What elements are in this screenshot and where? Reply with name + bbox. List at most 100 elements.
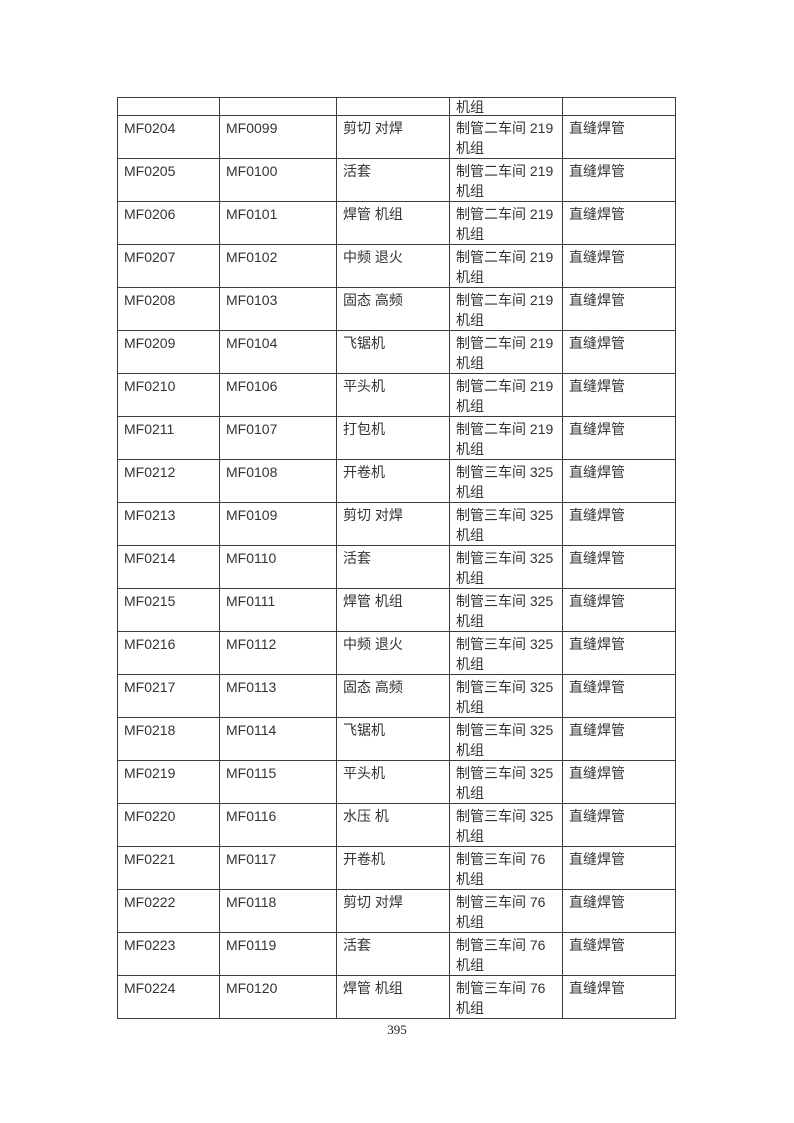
table-row: MF0207 MF0102 中频 退火 制管二车间 219 机组 直缝焊管 bbox=[117, 244, 676, 288]
workshop-unit-line2: 机组 bbox=[456, 871, 484, 887]
workshop-unit-line2: 机组 bbox=[456, 742, 484, 758]
table-row: MF0210 MF0106 平头机 制管二车间 219 机组 直缝焊管 bbox=[117, 373, 676, 417]
table-row: MF0224 MF0120 焊管 机组 制管三车间 76 机组 直缝焊管 bbox=[117, 975, 676, 1019]
product-type-cell: 直缝焊管 bbox=[562, 846, 676, 890]
workshop-unit-line1: 制管二车间 219 bbox=[456, 421, 554, 437]
asset-code-cell: MF0211 bbox=[117, 416, 220, 460]
asset-code-cell: MF0214 bbox=[117, 545, 220, 589]
product-type-cell: 直缝焊管 bbox=[562, 545, 676, 589]
workshop-unit-line1: 制管三车间 325 bbox=[456, 765, 554, 781]
asset-code-cell: MF0220 bbox=[117, 803, 220, 847]
table-row: MF0214 MF0110 活套 制管三车间 325 机组 直缝焊管 bbox=[117, 545, 676, 589]
equipment-name-cell: 开卷机 bbox=[336, 459, 450, 503]
equipment-name-cell: 中频 退火 bbox=[336, 631, 450, 675]
table-row-carryover: 机组 bbox=[117, 97, 676, 116]
workshop-unit-line1: 制管三车间 325 bbox=[456, 679, 554, 695]
equipment-code-cell: MF0108 bbox=[219, 459, 337, 503]
product-type-cell: 直缝焊管 bbox=[562, 717, 676, 761]
workshop-unit-cell: 制管三车间 325 机组 bbox=[449, 545, 563, 589]
product-type-cell: 直缝焊管 bbox=[562, 459, 676, 503]
equipment-code-cell: MF0110 bbox=[219, 545, 337, 589]
asset-code-cell: MF0223 bbox=[117, 932, 220, 976]
workshop-unit-line1: 制管三车间 325 bbox=[456, 593, 554, 609]
asset-code-cell: MF0205 bbox=[117, 158, 220, 202]
workshop-unit-line1: 制管三车间 325 bbox=[456, 722, 554, 738]
product-type-cell: 直缝焊管 bbox=[562, 932, 676, 976]
equipment-code-cell: MF0113 bbox=[219, 674, 337, 718]
equipment-name-cell: 固态 高频 bbox=[336, 287, 450, 331]
product-type-cell: 直缝焊管 bbox=[562, 373, 676, 417]
product-type-cell: 直缝焊管 bbox=[562, 287, 676, 331]
equipment-name-cell: 剪切 对焊 bbox=[336, 502, 450, 546]
workshop-unit-line1: 制管三车间 76 bbox=[456, 894, 546, 910]
table-row: MF0212 MF0108 开卷机 制管三车间 325 机组 直缝焊管 bbox=[117, 459, 676, 503]
equipment-code-cell: MF0100 bbox=[219, 158, 337, 202]
workshop-unit-line2: 机组 bbox=[456, 183, 484, 199]
equipment-code-cell: MF0101 bbox=[219, 201, 337, 245]
workshop-unit-line1: 制管三车间 325 bbox=[456, 464, 554, 480]
product-type-cell: 直缝焊管 bbox=[562, 201, 676, 245]
equipment-name-cell: 固态 高频 bbox=[336, 674, 450, 718]
table-row: MF0219 MF0115 平头机 制管三车间 325 机组 直缝焊管 bbox=[117, 760, 676, 804]
product-type-cell: 直缝焊管 bbox=[562, 631, 676, 675]
equipment-code-cell: MF0120 bbox=[219, 975, 337, 1019]
table-row: MF0205 MF0100 活套 制管二车间 219 机组 直缝焊管 bbox=[117, 158, 676, 202]
product-type-cell: 直缝焊管 bbox=[562, 588, 676, 632]
table-row: MF0221 MF0117 开卷机 制管三车间 76 机组 直缝焊管 bbox=[117, 846, 676, 890]
equipment-code-cell: MF0102 bbox=[219, 244, 337, 288]
equipment-code-cell: MF0107 bbox=[219, 416, 337, 460]
equipment-name-cell: 焊管 机组 bbox=[336, 588, 450, 632]
equipment-code-cell: MF0106 bbox=[219, 373, 337, 417]
workshop-unit-line2: 机组 bbox=[456, 957, 484, 973]
workshop-unit-cell: 制管三车间 76 机组 bbox=[449, 889, 563, 933]
equipment-code-cell: MF0109 bbox=[219, 502, 337, 546]
empty-cell bbox=[336, 97, 450, 116]
workshop-unit-cell: 制管三车间 325 机组 bbox=[449, 588, 563, 632]
equipment-name-cell: 平头机 bbox=[336, 373, 450, 417]
equipment-name-cell: 飞锯机 bbox=[336, 717, 450, 761]
workshop-unit-cell: 制管二车间 219 机组 bbox=[449, 115, 563, 159]
workshop-unit-line2: 机组 bbox=[456, 527, 484, 543]
workshop-unit-line1: 制管二车间 219 bbox=[456, 206, 554, 222]
table-row: MF0215 MF0111 焊管 机组 制管三车间 325 机组 直缝焊管 bbox=[117, 588, 676, 632]
workshop-unit-cell: 制管三车间 325 机组 bbox=[449, 760, 563, 804]
workshop-unit-cell: 制管三车间 325 机组 bbox=[449, 631, 563, 675]
equipment-table: 机组 MF0204 MF0099 剪切 对焊 制管二车间 219 机组 直缝焊管… bbox=[117, 97, 676, 1019]
workshop-unit-line2: 机组 bbox=[456, 269, 484, 285]
asset-code-cell: MF0215 bbox=[117, 588, 220, 632]
workshop-unit-cell: 制管三车间 325 机组 bbox=[449, 459, 563, 503]
equipment-name-cell: 活套 bbox=[336, 932, 450, 976]
workshop-unit-cell: 制管二车间 219 机组 bbox=[449, 287, 563, 331]
workshop-unit-line2: 机组 bbox=[456, 699, 484, 715]
table-row: MF0209 MF0104 飞锯机 制管二车间 219 机组 直缝焊管 bbox=[117, 330, 676, 374]
table-row: MF0211 MF0107 打包机 制管二车间 219 机组 直缝焊管 bbox=[117, 416, 676, 460]
workshop-unit-cell: 制管二车间 219 机组 bbox=[449, 158, 563, 202]
workshop-unit-line2: 机组 bbox=[456, 613, 484, 629]
table-row: MF0206 MF0101 焊管 机组 制管二车间 219 机组 直缝焊管 bbox=[117, 201, 676, 245]
asset-code-cell: MF0217 bbox=[117, 674, 220, 718]
workshop-unit-cell: 制管三车间 325 机组 bbox=[449, 803, 563, 847]
equipment-code-cell: MF0115 bbox=[219, 760, 337, 804]
asset-code-cell: MF0210 bbox=[117, 373, 220, 417]
table-row: MF0208 MF0103 固态 高频 制管二车间 219 机组 直缝焊管 bbox=[117, 287, 676, 331]
equipment-name-cell: 飞锯机 bbox=[336, 330, 450, 374]
workshop-unit-line2: 机组 bbox=[456, 828, 484, 844]
equipment-code-cell: MF0099 bbox=[219, 115, 337, 159]
workshop-unit-line1: 制管三车间 325 bbox=[456, 550, 554, 566]
workshop-unit-cell: 制管二车间 219 机组 bbox=[449, 416, 563, 460]
asset-code-cell: MF0216 bbox=[117, 631, 220, 675]
equipment-code-cell: MF0111 bbox=[219, 588, 337, 632]
equipment-name-cell: 剪切 对焊 bbox=[336, 115, 450, 159]
workshop-unit-cell: 制管二车间 219 机组 bbox=[449, 373, 563, 417]
workshop-unit-line2: 机组 bbox=[456, 355, 484, 371]
workshop-unit-cell: 制管三车间 325 机组 bbox=[449, 717, 563, 761]
product-type-cell: 直缝焊管 bbox=[562, 803, 676, 847]
workshop-unit-continuation: 机组 bbox=[449, 97, 563, 116]
asset-code-cell: MF0209 bbox=[117, 330, 220, 374]
workshop-unit-line1: 制管二车间 219 bbox=[456, 335, 554, 351]
table-row: MF0213 MF0109 剪切 对焊 制管三车间 325 机组 直缝焊管 bbox=[117, 502, 676, 546]
workshop-unit-cell: 制管三车间 76 机组 bbox=[449, 975, 563, 1019]
asset-code-cell: MF0212 bbox=[117, 459, 220, 503]
table-row: MF0217 MF0113 固态 高频 制管三车间 325 机组 直缝焊管 bbox=[117, 674, 676, 718]
equipment-code-cell: MF0117 bbox=[219, 846, 337, 890]
